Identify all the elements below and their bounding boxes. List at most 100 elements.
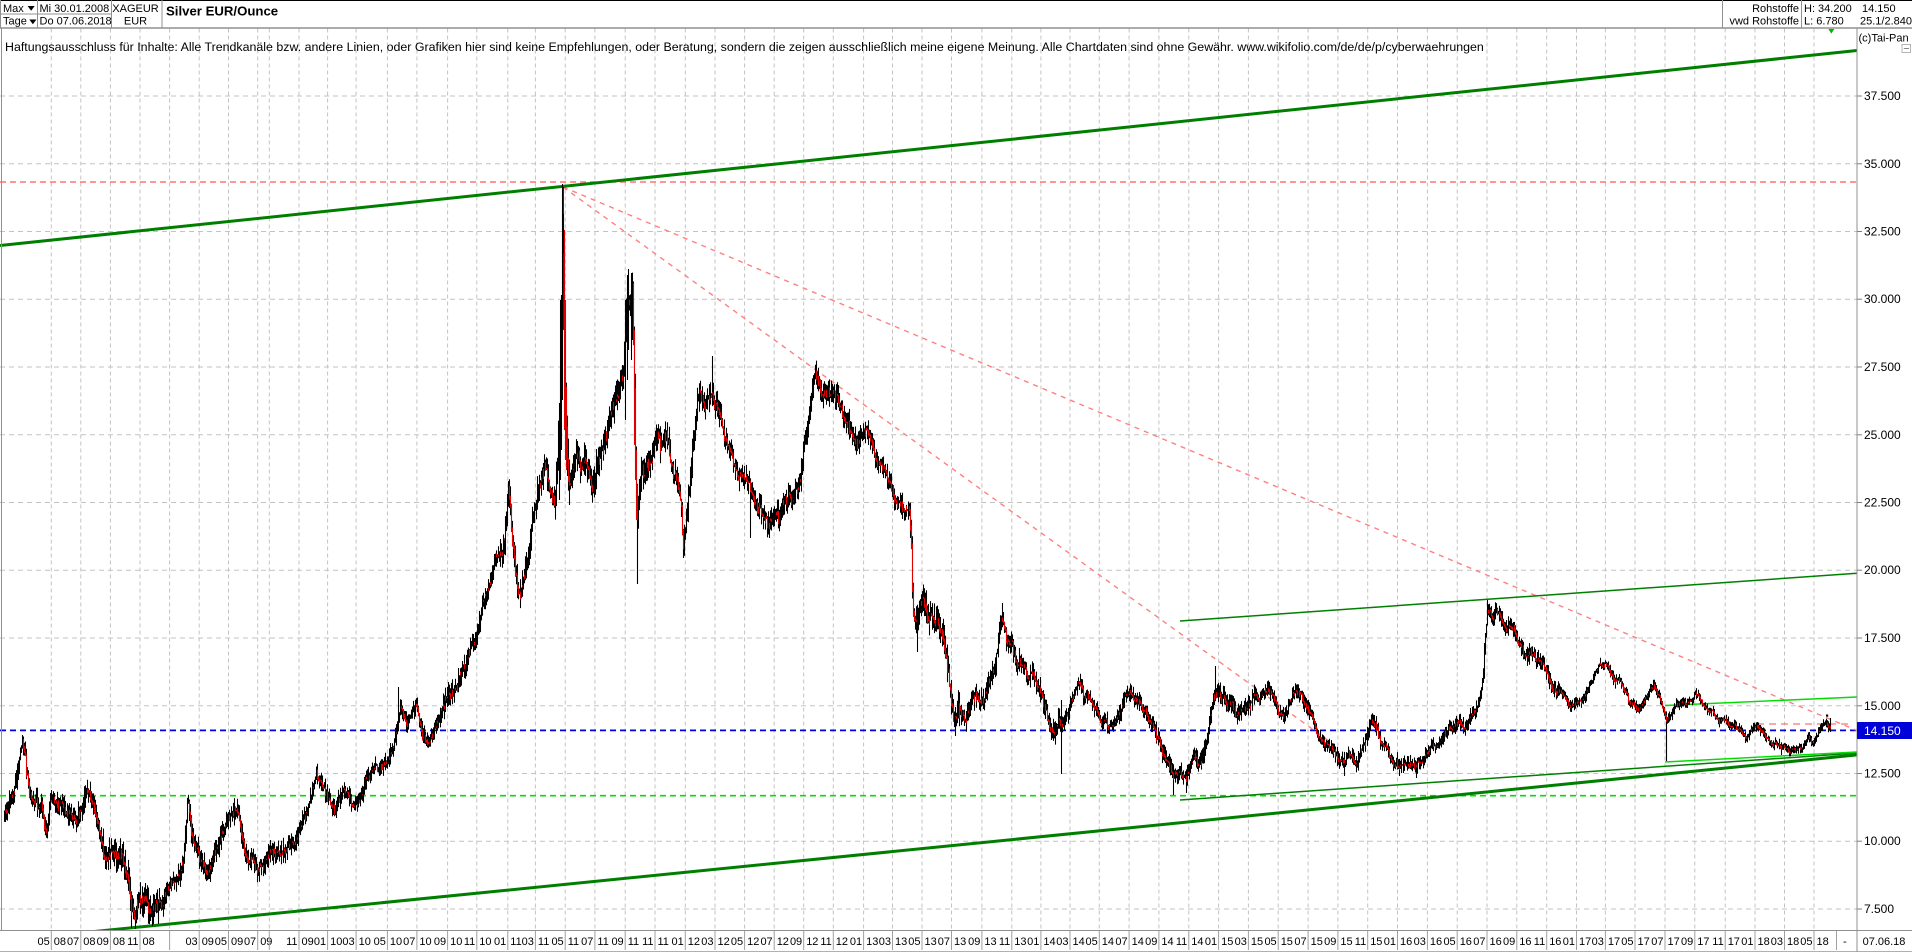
svg-text:12: 12 <box>747 936 759 948</box>
svg-text:09: 09 <box>97 936 109 948</box>
svg-text:XAGEUR: XAGEUR <box>112 3 159 15</box>
svg-text:09: 09 <box>968 936 980 948</box>
svg-text:05: 05 <box>731 936 743 948</box>
svg-text:Max: Max <box>3 3 24 15</box>
svg-text:11: 11 <box>286 936 297 948</box>
svg-text:EUR: EUR <box>124 16 147 28</box>
svg-text:H: 34.200: H: 34.200 <box>1804 3 1852 15</box>
svg-text:11: 11 <box>1176 936 1187 948</box>
svg-text:13: 13 <box>954 936 966 948</box>
svg-text:Tage: Tage <box>3 16 27 28</box>
svg-text:11: 11 <box>127 936 138 948</box>
svg-text:-: - <box>1843 936 1847 948</box>
svg-text:07: 07 <box>1115 936 1127 948</box>
svg-text:01: 01 <box>1384 936 1396 948</box>
svg-text:17: 17 <box>1728 936 1740 948</box>
svg-text:09: 09 <box>1145 936 1157 948</box>
svg-text:12.500: 12.500 <box>1864 767 1901 781</box>
svg-text:14: 14 <box>1073 936 1085 948</box>
svg-text:08: 08 <box>143 936 155 948</box>
svg-text:11: 11 <box>628 936 639 948</box>
svg-text:15: 15 <box>1370 936 1382 948</box>
svg-text:10: 10 <box>390 936 402 948</box>
svg-text:01: 01 <box>494 936 506 948</box>
svg-text:30.000: 30.000 <box>1864 292 1901 306</box>
svg-text:16: 16 <box>1549 936 1561 948</box>
svg-text:01: 01 <box>672 936 684 948</box>
svg-text:11: 11 <box>510 936 521 948</box>
svg-text:12: 12 <box>718 936 730 948</box>
svg-text:03: 03 <box>1771 936 1783 948</box>
svg-text:05: 05 <box>38 936 50 948</box>
svg-text:15: 15 <box>1340 936 1352 948</box>
svg-text:13: 13 <box>895 936 907 948</box>
svg-text:17: 17 <box>1668 936 1680 948</box>
svg-text:09: 09 <box>302 936 314 948</box>
svg-text:15: 15 <box>1311 936 1323 948</box>
svg-text:14: 14 <box>1132 936 1144 948</box>
svg-text:05: 05 <box>1086 936 1098 948</box>
svg-text:11: 11 <box>1712 936 1723 948</box>
svg-text:10.000: 10.000 <box>1864 834 1901 848</box>
svg-text:11: 11 <box>538 936 549 948</box>
svg-text:15: 15 <box>1251 936 1263 948</box>
svg-text:10: 10 <box>419 936 431 948</box>
svg-text:17: 17 <box>1579 936 1591 948</box>
svg-text:08: 08 <box>113 936 125 948</box>
svg-text:01: 01 <box>1741 936 1753 948</box>
svg-text:03: 03 <box>1235 936 1247 948</box>
svg-text:16: 16 <box>1490 936 1502 948</box>
svg-text:17: 17 <box>1608 936 1620 948</box>
svg-text:03: 03 <box>701 936 713 948</box>
svg-text:25.1/2.840: 25.1/2.840 <box>1860 16 1912 28</box>
svg-text:03: 03 <box>1592 936 1604 948</box>
svg-text:13: 13 <box>866 936 878 948</box>
svg-text:18: 18 <box>1817 936 1829 948</box>
svg-text:16: 16 <box>1519 936 1531 948</box>
svg-text:07: 07 <box>581 936 593 948</box>
svg-text:12: 12 <box>836 936 848 948</box>
svg-text:10: 10 <box>450 936 462 948</box>
svg-text:15: 15 <box>1281 936 1293 948</box>
svg-text:03: 03 <box>1056 936 1068 948</box>
svg-text:11: 11 <box>999 936 1010 948</box>
svg-text:01: 01 <box>314 936 326 948</box>
svg-text:L: 6.780: L: 6.780 <box>1804 16 1844 28</box>
svg-text:12: 12 <box>806 936 818 948</box>
svg-text:08: 08 <box>54 936 66 948</box>
svg-text:01: 01 <box>1027 936 1039 948</box>
svg-text:11: 11 <box>464 936 475 948</box>
svg-text:17: 17 <box>1638 936 1650 948</box>
svg-text:10: 10 <box>359 936 371 948</box>
svg-text:12: 12 <box>688 936 700 948</box>
svg-text:22.500: 22.500 <box>1864 496 1901 510</box>
svg-text:07: 07 <box>1651 936 1663 948</box>
svg-text:01: 01 <box>1205 936 1217 948</box>
svg-text:09: 09 <box>260 936 272 948</box>
svg-text:32.500: 32.500 <box>1864 225 1901 239</box>
svg-text:07: 07 <box>403 936 415 948</box>
svg-text:07: 07 <box>938 936 950 948</box>
svg-text:17: 17 <box>1697 936 1709 948</box>
svg-text:Silver EUR/Ounce: Silver EUR/Ounce <box>166 4 278 19</box>
svg-text:07: 07 <box>1473 936 1485 948</box>
svg-text:03: 03 <box>342 936 354 948</box>
svg-text:01: 01 <box>850 936 862 948</box>
svg-text:09: 09 <box>611 936 623 948</box>
svg-text:13: 13 <box>925 936 937 948</box>
svg-text:05: 05 <box>908 936 920 948</box>
svg-text:10: 10 <box>330 936 342 948</box>
svg-text:09: 09 <box>202 936 214 948</box>
svg-text:14: 14 <box>1161 936 1173 948</box>
svg-text:07: 07 <box>67 936 79 948</box>
svg-text:20.000: 20.000 <box>1864 563 1901 577</box>
svg-text:7.500: 7.500 <box>1864 902 1894 916</box>
svg-text:17.500: 17.500 <box>1864 631 1901 645</box>
svg-text:13: 13 <box>984 936 996 948</box>
svg-text:09: 09 <box>231 936 243 948</box>
svg-text:25.000: 25.000 <box>1864 428 1901 442</box>
svg-text:15: 15 <box>1221 936 1233 948</box>
svg-text:11: 11 <box>597 936 608 948</box>
svg-text:05: 05 <box>1621 936 1633 948</box>
svg-text:11: 11 <box>1534 936 1545 948</box>
